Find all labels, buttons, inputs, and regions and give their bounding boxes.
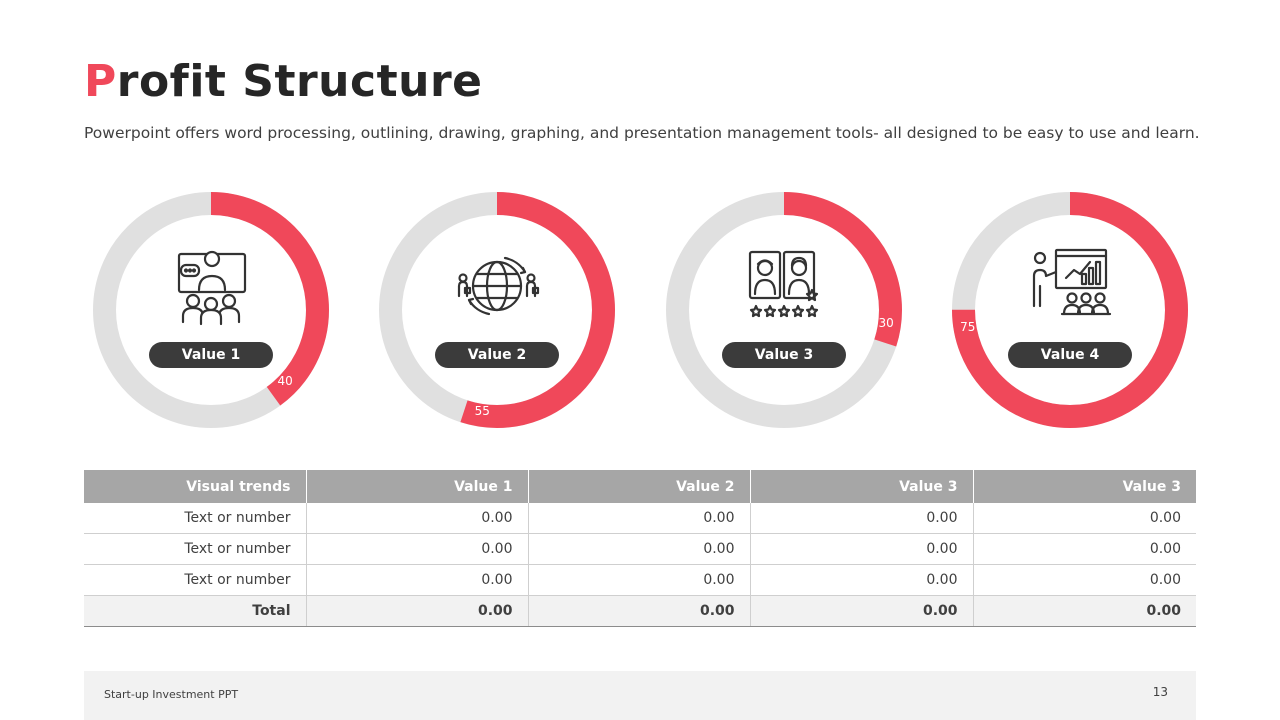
- table-cell: 0.00: [972, 533, 1196, 565]
- table-total-cell: 0.00: [749, 595, 973, 627]
- table-total-cell: Total: [84, 595, 306, 627]
- table-cell: 0.00: [305, 564, 528, 596]
- title-accent-letter: P: [84, 56, 117, 107]
- table-cell: 0.00: [749, 564, 973, 596]
- donut-value-arc: [952, 192, 1188, 428]
- table-cell: 0.00: [527, 503, 750, 534]
- table-header-cell: Visual trends: [84, 470, 306, 503]
- table-total-cell: 0.00: [305, 595, 528, 627]
- donut-chart-4: Value 4 75: [950, 190, 1190, 430]
- donut-ring: [379, 192, 615, 428]
- footer-text: Start-up Investment PPT: [104, 688, 239, 701]
- globe-business-people-icon: [453, 246, 541, 326]
- presentation-audience-icon: [1026, 246, 1114, 326]
- donut-value-arc: [379, 192, 615, 428]
- table-cell: 0.00: [527, 564, 750, 596]
- donut-data-label: 30: [878, 316, 894, 331]
- value-label-pill: Value 4: [1008, 342, 1132, 368]
- donut-value-arc: [666, 192, 902, 428]
- table-header-cell: Value 3: [749, 470, 973, 503]
- table-header-cell: Value 1: [305, 470, 528, 503]
- donut-ring: [93, 192, 329, 428]
- table-cell: 0.00: [527, 533, 750, 565]
- table-cell: 0.00: [305, 533, 528, 565]
- table-row: Text or number 0.00 0.00 0.00 0.00: [84, 533, 1196, 565]
- table-total-cell: 0.00: [972, 595, 1196, 627]
- donut-data-label: 75: [960, 319, 976, 334]
- table-cell: 0.00: [972, 564, 1196, 596]
- value-label-pill: Value 1: [149, 342, 273, 368]
- slide-footer: Start-up Investment PPT 13: [84, 671, 1196, 720]
- table-header-row: Visual trends Value 1 Value 2 Value 3 Va…: [84, 470, 1196, 503]
- table-row: Text or number 0.00 0.00 0.00 0.00: [84, 564, 1196, 596]
- page-subtitle: Powerpoint offers word processing, outli…: [84, 124, 1200, 142]
- value-label-pill: Value 2: [435, 342, 559, 368]
- value-label-pill: Value 3: [722, 342, 846, 368]
- table-total-row: Total 0.00 0.00 0.00 0.00: [84, 595, 1196, 627]
- donut-value-arc: [93, 192, 329, 428]
- table-header-cell: Value 3: [972, 470, 1196, 503]
- donut-ring: [666, 192, 902, 428]
- page-number: 13: [1152, 685, 1168, 699]
- table-cell: 0.00: [749, 533, 973, 565]
- profile-rating-icon: [740, 246, 828, 326]
- presenter-video-call-icon: [167, 246, 255, 326]
- table-cell: Text or number: [84, 503, 306, 534]
- donut-chart-3: Value 3 30: [664, 190, 904, 430]
- table-total-cell: 0.00: [527, 595, 750, 627]
- visual-trends-table: Visual trends Value 1 Value 2 Value 3 Va…: [84, 470, 1196, 627]
- table-row: Text or number 0.00 0.00 0.00 0.00: [84, 503, 1196, 534]
- table-cell: Text or number: [84, 564, 306, 596]
- donut-data-label: 55: [474, 404, 490, 419]
- table-header-cell: Value 2: [527, 470, 750, 503]
- donut-data-label: 40: [277, 373, 293, 388]
- page-title: Profit Structure: [84, 52, 482, 112]
- title-text: rofit Structure: [116, 56, 483, 107]
- table-cell: Text or number: [84, 533, 306, 565]
- donut-chart-1: Value 1 40: [91, 190, 331, 430]
- table-cell: 0.00: [749, 503, 973, 534]
- table-cell: 0.00: [972, 503, 1196, 534]
- donut-ring: [952, 192, 1188, 428]
- table-cell: 0.00: [305, 503, 528, 534]
- donut-chart-2: Value 2 55: [377, 190, 617, 430]
